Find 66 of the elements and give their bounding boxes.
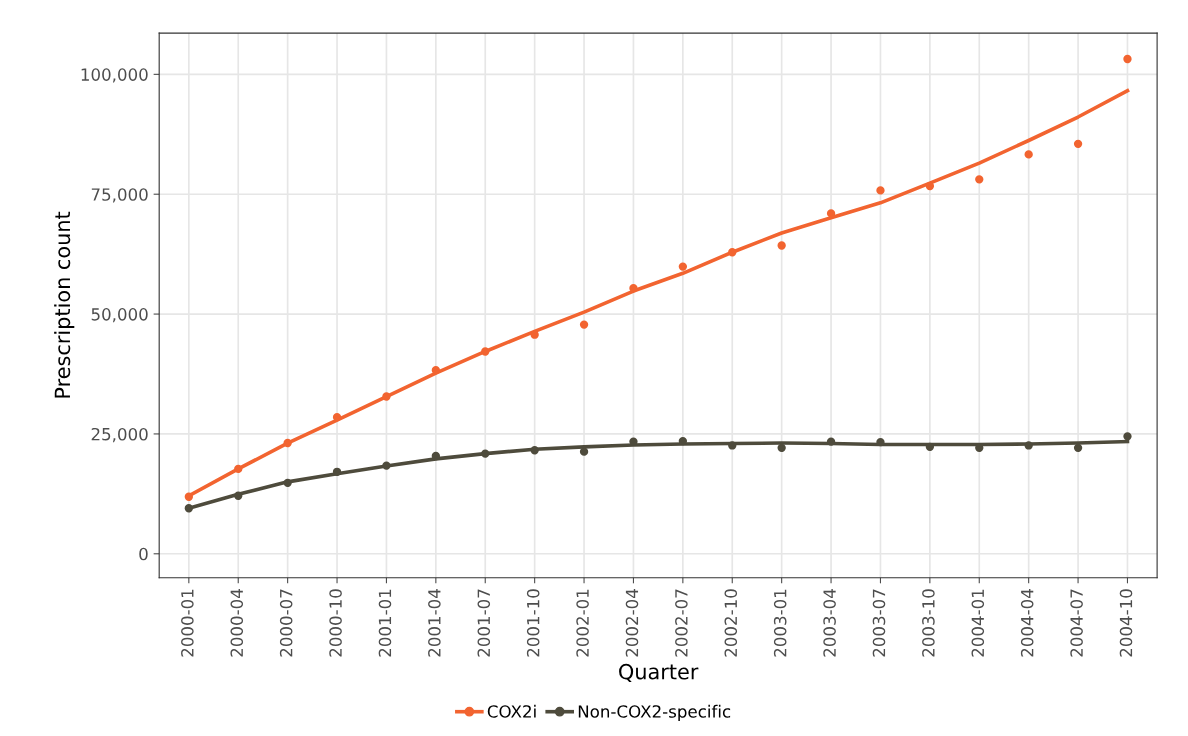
x-tick-label: 2000-01 — [181, 589, 194, 657]
point — [283, 438, 292, 448]
point — [579, 447, 589, 456]
y-axis-title: Prescription count — [54, 211, 75, 398]
point — [678, 436, 688, 446]
point — [184, 492, 193, 501]
point — [777, 443, 786, 452]
point — [876, 186, 885, 195]
point — [481, 347, 490, 356]
x-tick-label: 2000-04 — [230, 589, 244, 657]
x-tick-label: 2000-07 — [279, 589, 293, 657]
x-tick-label: 2004-07 — [1070, 589, 1083, 657]
x-tick-label: 2001-04 — [428, 589, 441, 657]
point — [826, 209, 836, 218]
point — [728, 248, 737, 257]
x-tick-label: 2001-10 — [526, 589, 540, 657]
point — [876, 437, 885, 447]
point — [184, 504, 193, 513]
y-tick-label: 100,000 — [81, 68, 148, 83]
legend-label: COX2i — [487, 704, 536, 718]
y-tick-label: 0 — [139, 547, 148, 561]
point — [431, 366, 441, 375]
point — [530, 446, 539, 455]
y-tick-label: 50,000 — [91, 308, 148, 323]
x-tick-label: 2002-04 — [625, 589, 639, 657]
x-tick-label: 2004-10 — [1119, 589, 1133, 657]
x-tick-label: 2003-04 — [823, 589, 836, 657]
x-tick-label: 2004-01 — [971, 589, 985, 657]
point — [1024, 150, 1033, 159]
point — [481, 449, 490, 458]
x-axis-title: Quarter — [619, 663, 699, 682]
point — [1073, 139, 1083, 149]
point — [1073, 443, 1083, 452]
y-tick-label: 75,000 — [91, 188, 148, 203]
point — [382, 461, 391, 470]
point — [1123, 54, 1132, 64]
point — [728, 441, 737, 450]
point — [826, 437, 836, 446]
point — [234, 464, 243, 474]
point — [579, 320, 589, 329]
x-tick-label: 2003-07 — [872, 589, 886, 657]
point — [1024, 441, 1033, 450]
x-tick-label: 2004-04 — [1020, 589, 1034, 657]
point — [925, 442, 935, 452]
x-tick-label: 2002-07 — [675, 589, 688, 657]
x-tick-label: 2001-07 — [477, 589, 491, 657]
point — [925, 181, 935, 191]
point — [678, 262, 688, 271]
point — [1123, 432, 1132, 441]
x-tick-label: 2000-10 — [329, 589, 342, 657]
y-tick-label: 25,000 — [91, 427, 148, 443]
point — [382, 392, 391, 401]
point — [332, 412, 342, 422]
legend-label: Non-COX2-specific — [578, 704, 731, 721]
x-tick-label: 2002-10 — [724, 589, 738, 657]
x-tick-label: 2001-01 — [378, 589, 392, 657]
point — [234, 491, 243, 500]
x-tick-label: 2003-10 — [922, 589, 935, 657]
x-tick-label: 2002-01 — [576, 589, 589, 657]
point — [283, 478, 292, 487]
x-tick-label: 2003-01 — [773, 589, 787, 657]
point — [777, 241, 786, 250]
point — [431, 451, 441, 461]
point — [332, 467, 342, 476]
point — [975, 175, 984, 184]
point — [629, 284, 638, 293]
